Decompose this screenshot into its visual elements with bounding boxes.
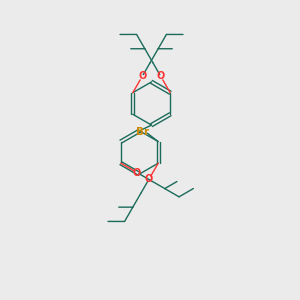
Text: O: O [138, 71, 146, 82]
Text: O: O [133, 168, 141, 178]
Text: Br: Br [136, 127, 149, 137]
Text: O: O [145, 174, 153, 184]
Text: O: O [157, 71, 165, 82]
